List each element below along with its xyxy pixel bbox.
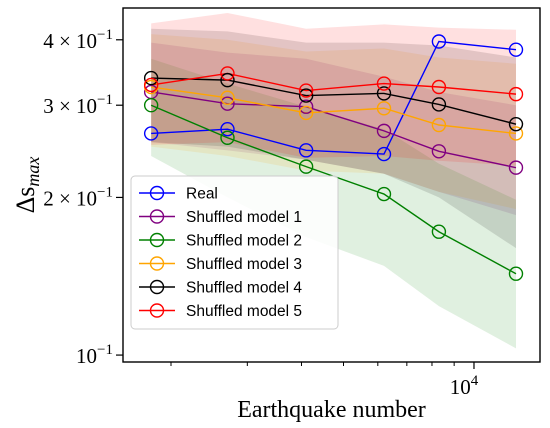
legend-marker-5 — [149, 303, 165, 318]
y-tick-label-exponent: −1 — [97, 27, 113, 43]
marker-series-1-4 — [431, 144, 447, 159]
marker-series-2-3 — [376, 186, 392, 202]
marker-series-4-2 — [298, 88, 314, 103]
series-lines — [150, 40, 517, 275]
marker-series-1-2 — [298, 99, 314, 114]
legend-marker-3 — [149, 256, 165, 271]
y-axis-title-subscript: max — [23, 157, 43, 187]
marker-series-4-5 — [508, 116, 524, 132]
marker-series-0-3 — [376, 146, 392, 162]
y-tick-label-mantissa: 3 × 10 — [43, 94, 97, 118]
line-series-5 — [151, 72, 517, 95]
marker-series-5-3 — [376, 76, 392, 91]
marker-series-2-2 — [298, 159, 314, 174]
x-tick-label-exponent: 4 — [471, 373, 479, 389]
series-markers — [143, 34, 524, 281]
legend-marker-2 — [149, 232, 165, 248]
y-tick-label-mantissa: 4 × 10 — [43, 29, 97, 53]
marker-series-1-5 — [508, 160, 524, 175]
y-tick-label-exponent: −1 — [97, 184, 113, 200]
legend-marker-1 — [149, 209, 165, 224]
marker-series-3-2 — [298, 105, 314, 121]
line-series-0 — [151, 40, 517, 155]
y-tick-label-mantissa: 10 — [76, 344, 97, 368]
axis-ticks — [116, 39, 475, 369]
legend-label-2: Shuffled model 2 — [186, 233, 302, 250]
y-tick-label-1: 3 × 10−1 — [43, 92, 113, 118]
marker-series-4-4 — [431, 97, 447, 112]
line-series-1 — [151, 91, 517, 169]
marker-series-4-3 — [376, 86, 392, 101]
x-tick-label-base: 10 — [450, 375, 471, 399]
legend-marker-0 — [149, 185, 165, 201]
marker-series-2-0 — [143, 98, 159, 113]
marker-series-3-3 — [376, 101, 392, 116]
line-series-2 — [150, 104, 517, 275]
y-tick-label-3: 10−1 — [76, 342, 113, 368]
marker-series-2-4 — [431, 224, 447, 239]
marker-series-0-5 — [508, 42, 524, 57]
marker-series-0-4 — [431, 34, 447, 49]
legend-label-4: Shuffled model 4 — [186, 280, 302, 297]
marker-series-5-5 — [508, 86, 524, 102]
marker-series-3-1 — [220, 90, 235, 105]
marker-series-3-5 — [508, 126, 524, 141]
x-axis-title: Earthquake number — [237, 397, 426, 423]
y-tick-label-2: 2 × 10−1 — [43, 184, 113, 210]
line-series-4 — [151, 77, 517, 125]
plot-frame — [122, 7, 541, 363]
marker-series-0-0 — [143, 126, 159, 141]
marker-series-1-1 — [220, 96, 235, 111]
marker-series-3-4 — [431, 117, 447, 133]
y-tick-label-mantissa: 2 × 10 — [43, 186, 97, 210]
marker-series-4-1 — [220, 72, 235, 88]
legend-label-0: Real — [186, 186, 218, 203]
marker-series-0-1 — [220, 121, 235, 137]
y-axis-title-main: Δs — [11, 187, 40, 214]
y-axis-title: Δsmax — [11, 157, 43, 214]
y-tick-label-exponent: −1 — [97, 92, 113, 108]
y-tick-label-exponent: −1 — [97, 342, 113, 358]
legend-marker-4 — [149, 279, 165, 295]
marker-series-5-1 — [220, 66, 235, 81]
band-series-5 — [151, 12, 516, 166]
marker-series-4-0 — [143, 70, 159, 86]
marker-series-5-4 — [431, 79, 447, 95]
marker-series-2-5 — [508, 266, 524, 281]
legend-label-3: Shuffled model 3 — [186, 256, 302, 273]
marker-series-1-3 — [376, 123, 392, 139]
band-series-3 — [151, 34, 516, 210]
marker-series-5-2 — [298, 83, 314, 98]
marker-series-2-1 — [220, 130, 235, 145]
y-tick-label-0: 4 × 10−1 — [43, 27, 113, 53]
marker-series-0-2 — [298, 143, 314, 158]
marker-series-5-0 — [143, 77, 159, 93]
x-tick-label-0: 104 — [450, 373, 479, 399]
legend-label-5: Shuffled model 5 — [186, 303, 302, 320]
line-series-3 — [151, 86, 517, 135]
legend: Real Shuffled model 1 Shuffled model 2 Shuf… — [130, 175, 339, 330]
band-series-1 — [151, 42, 516, 216]
legend-label-1: Shuffled model 1 — [186, 209, 302, 226]
legend-box — [130, 175, 339, 330]
